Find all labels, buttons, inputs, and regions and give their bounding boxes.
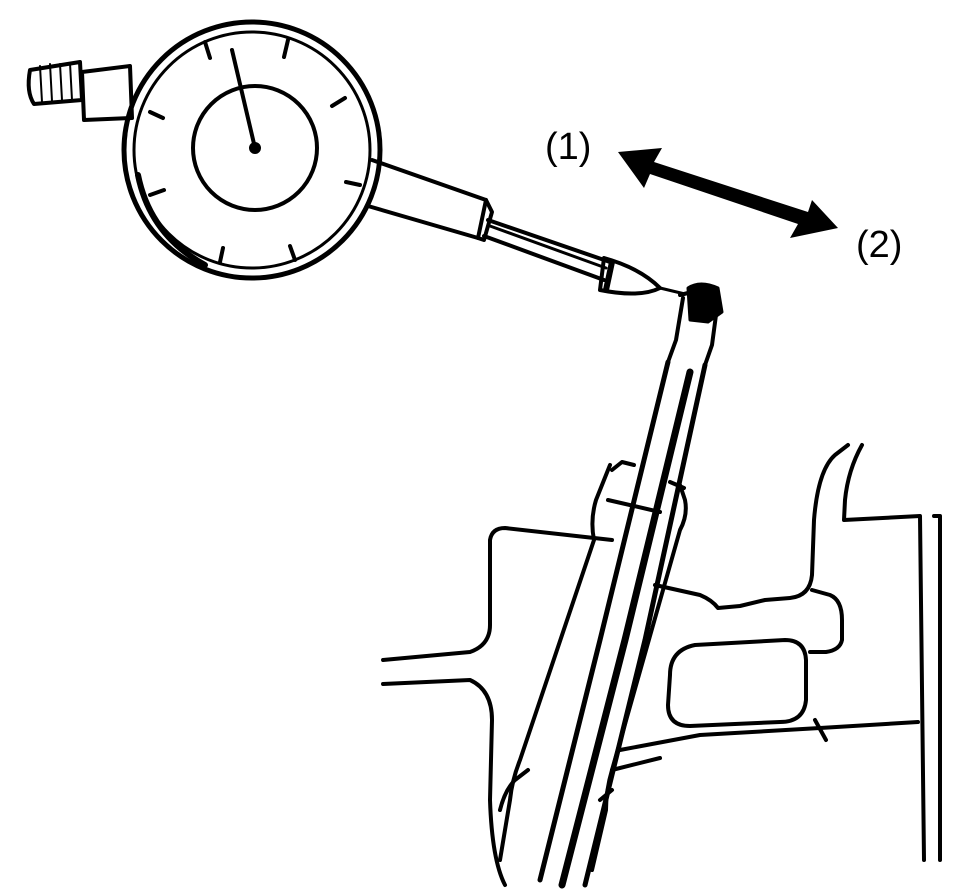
dial-gauge-icon: [26, 19, 687, 296]
direction-label-2: (2): [856, 224, 903, 266]
double-arrow-icon: [618, 148, 838, 238]
valve-stem: [537, 282, 724, 889]
direction-label-1: (1): [545, 126, 592, 168]
cylinder-head-casting: [381, 443, 942, 887]
